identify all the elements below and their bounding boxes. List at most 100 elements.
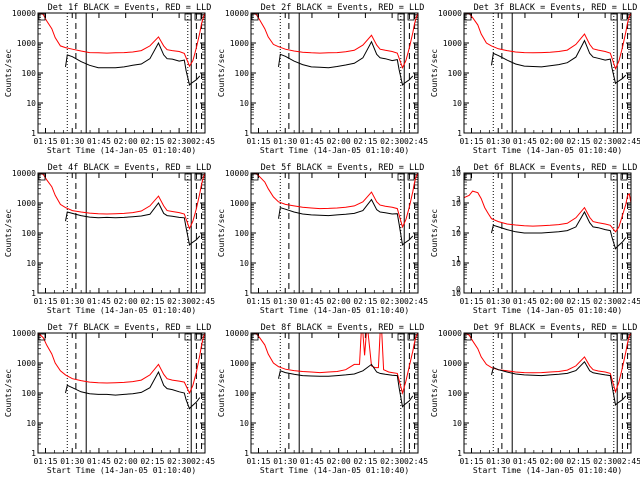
x-tick-label: 02:45	[617, 457, 640, 466]
detector-panel: Det 6f BLACK = Events, RED = LLD Counts/s…	[430, 163, 640, 315]
corner-box	[464, 13, 472, 21]
y-tick-label: 10	[239, 99, 249, 108]
corner-box	[397, 13, 405, 21]
lld-rate-line	[38, 173, 205, 230]
x-tick-label: 02:15	[566, 297, 590, 306]
x-tick-label: 01:30	[486, 137, 510, 146]
event-rate-line	[278, 198, 414, 246]
y-tick-label: 10	[239, 419, 249, 428]
x-tick-label: 02:15	[566, 457, 590, 466]
plot-frame	[250, 12, 419, 134]
y-tick-label: 100	[235, 229, 250, 238]
event-rate-line	[278, 40, 414, 86]
lld-rate-line	[464, 13, 631, 70]
y-tick-label: 100	[22, 389, 37, 398]
plot-frame	[463, 172, 632, 294]
x-axis-label: Start Time (14-Jan-05 01:10:40)	[47, 306, 196, 315]
x-tick-label: 02:45	[191, 297, 215, 306]
y-tick-label: 1000	[443, 39, 462, 48]
x-tick-label: 01:45	[87, 297, 111, 306]
detector-panel: Det 3f BLACK = Events, RED = LLD Counts/s…	[430, 3, 640, 155]
y-tick-label: 1000	[230, 199, 249, 208]
x-axis-label: Start Time (14-Jan-05 01:10:40)	[473, 306, 622, 315]
y-tick-label: 100	[235, 69, 250, 78]
corner-box	[610, 173, 618, 181]
event-rate-line	[491, 39, 627, 85]
y-tick-label: 1	[457, 449, 462, 458]
panel-title: Det 9f BLACK = Events, RED = LLD	[474, 323, 638, 333]
y-tick-label: 10000	[225, 329, 249, 338]
panel-title: Det 4f BLACK = Events, RED = LLD	[48, 163, 212, 173]
y-tick-label: 10000	[438, 329, 462, 338]
x-tick-label: 01:15	[33, 297, 57, 306]
corner-box	[610, 13, 618, 21]
y-tick-label: 10000	[438, 9, 462, 18]
corner-box	[397, 333, 405, 341]
x-tick-label: 02:00	[327, 457, 351, 466]
corner-box	[251, 333, 259, 341]
x-tick-label: 02:30	[593, 457, 617, 466]
y-axis-label: Counts/sec	[430, 209, 439, 257]
y-tick-label: 100	[22, 229, 37, 238]
corner-box	[610, 333, 618, 341]
x-tick-label: 01:45	[513, 297, 537, 306]
plot-frame	[37, 332, 206, 454]
y-tick-label: 100	[235, 389, 250, 398]
x-tick-label: 02:30	[593, 137, 617, 146]
y-axis-label: Counts/sec	[217, 49, 226, 97]
corner-box	[194, 13, 202, 21]
x-tick-label: 02:00	[327, 297, 351, 306]
x-tick-label: 02:00	[114, 297, 138, 306]
y-tick-label: 1000	[17, 359, 36, 368]
corner-box	[184, 333, 192, 341]
x-axis-label: Start Time (14-Jan-05 01:10:40)	[47, 146, 196, 155]
x-tick-label: 01:15	[246, 137, 270, 146]
event-rate-line	[65, 41, 201, 86]
x-axis-label: Start Time (14-Jan-05 01:10:40)	[260, 306, 409, 315]
x-tick-label: 02:30	[380, 457, 404, 466]
y-tick-label: 1	[244, 289, 249, 298]
x-tick-label: 01:15	[459, 297, 483, 306]
x-tick-label: 02:00	[540, 297, 564, 306]
y-tick-label: 10	[26, 99, 36, 108]
x-axis-label: Start Time (14-Jan-05 01:10:40)	[473, 146, 622, 155]
x-tick-label: 01:30	[60, 457, 84, 466]
lld-rate-line	[38, 333, 205, 395]
y-tick-exponent: 1	[456, 255, 461, 264]
y-tick-label: 1	[244, 129, 249, 138]
corner-box	[38, 13, 46, 21]
panel-title: Det 2f BLACK = Events, RED = LLD	[261, 3, 425, 13]
panel-title: Det 3f BLACK = Events, RED = LLD	[474, 3, 638, 13]
x-tick-label: 02:45	[191, 137, 215, 146]
lld-rate-line	[251, 173, 418, 229]
y-tick-label: 10000	[12, 9, 36, 18]
corner-box	[184, 13, 192, 21]
y-tick-exponent: 4	[456, 165, 461, 174]
event-rate-line	[491, 360, 627, 406]
corner-box	[184, 173, 192, 181]
y-tick-label: 1000	[17, 199, 36, 208]
x-tick-label: 01:45	[300, 137, 324, 146]
lld-rate-line	[251, 333, 418, 395]
x-tick-label: 01:15	[33, 137, 57, 146]
y-tick-label: 10	[451, 169, 461, 178]
y-axis-label: Counts/sec	[430, 49, 439, 97]
y-tick-label: 1	[244, 449, 249, 458]
corner-box	[620, 173, 628, 181]
x-tick-label: 02:15	[353, 297, 377, 306]
y-tick-label: 10	[451, 229, 461, 238]
y-tick-label: 10000	[12, 329, 36, 338]
event-rate-line	[65, 202, 201, 246]
y-tick-label: 10	[452, 419, 462, 428]
x-tick-label: 02:15	[353, 457, 377, 466]
x-tick-label: 01:45	[300, 297, 324, 306]
lld-rate-line	[464, 190, 631, 233]
corner-box	[464, 173, 472, 181]
corner-box	[251, 13, 259, 21]
x-axis-label: Start Time (14-Jan-05 01:10:40)	[260, 146, 409, 155]
corner-box	[464, 333, 472, 341]
x-tick-label: 01:30	[273, 137, 297, 146]
y-axis-label: Counts/sec	[217, 209, 226, 257]
panel-title: Det 7f BLACK = Events, RED = LLD	[48, 323, 212, 333]
event-rate-line	[491, 210, 627, 250]
